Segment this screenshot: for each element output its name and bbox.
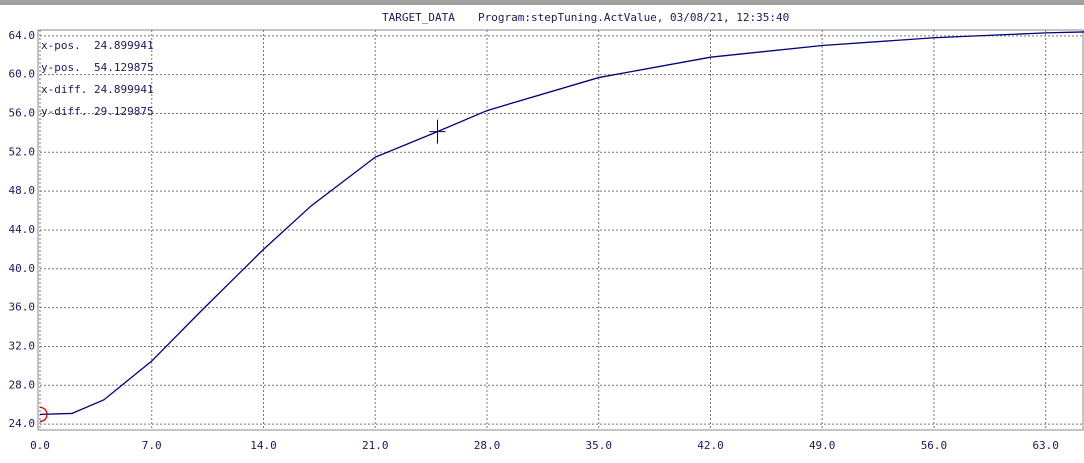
x-tick-label: 63.0 [1032,439,1059,452]
y-tick-label: 36.0 [9,301,36,314]
y-tick-label: 60.0 [9,68,36,81]
y-tick-label: 44.0 [9,223,36,236]
y-tick-label: 52.0 [9,145,36,158]
start-marker [39,406,48,423]
plot-frame [37,29,1084,431]
x-tick-label: 0.0 [30,439,50,452]
readout-label: y-diff. [41,105,87,118]
cursor [429,119,446,144]
readout-value: 24.899941 [94,83,154,96]
readout-label: x-diff. [41,83,87,96]
y-tick-label: 48.0 [9,184,36,197]
readout-value: 24.899941 [94,39,154,52]
y-tick-label: 28.0 [9,378,36,391]
x-tick-label: 56.0 [921,439,948,452]
y-tick-label: 32.0 [9,339,36,352]
readout-value: 54.129875 [94,61,154,74]
readout-value: 29.129875 [94,105,154,118]
x-tick-label: 21.0 [362,439,389,452]
x-tick-label: 28.0 [474,439,501,452]
x-tick-label: 35.0 [585,439,612,452]
top-bar [0,0,1084,5]
y-tick-label: 40.0 [9,262,36,275]
readout-label: y-pos. [41,61,81,74]
readout-label: x-pos. [41,39,81,52]
y-tick-label: 24.0 [9,417,36,430]
x-tick-label: 42.0 [697,439,724,452]
line [39,31,1084,416]
y-tick-label: 64.0 [9,29,36,42]
chart-subtitle: Program:stepTuning.ActValue, 03/08/21, 1… [478,11,789,24]
y-tick-label: 56.0 [9,106,36,119]
x-tick-label: 7.0 [142,439,162,452]
x-tick-label: 14.0 [250,439,277,452]
x-tick-label: 49.0 [809,439,836,452]
chart-title: TARGET_DATA [382,11,455,24]
